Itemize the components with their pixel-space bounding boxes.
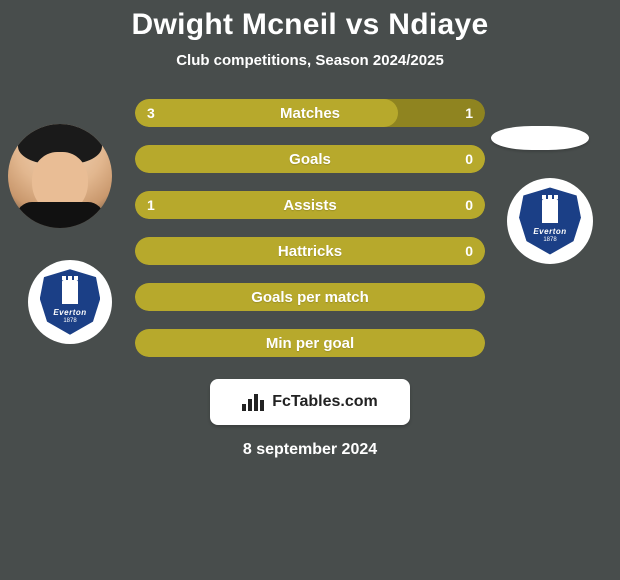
page-title: Dwight Mcneil vs Ndiaye	[0, 8, 620, 42]
stat-value-right: 0	[453, 191, 485, 219]
attribution-text: FcTables.com	[272, 393, 378, 411]
stat-bar: Assists1 0	[135, 191, 485, 219]
club-crest-left: Everton1878	[28, 260, 112, 344]
date-label: 8 september 2024	[0, 441, 620, 459]
stat-bar: Goals per match	[135, 283, 485, 311]
stat-bar: Matches3 1	[135, 99, 485, 127]
stat-value-left: 3	[135, 99, 167, 127]
subtitle: Club competitions, Season 2024/2025	[0, 52, 620, 69]
club-crest-right: Everton1878	[507, 178, 593, 264]
stat-bars: Matches31Goals0Assists10Hattricks0Goals …	[135, 99, 485, 357]
comparison-card: Dwight Mcneil vs Ndiaye Club competition…	[0, 0, 620, 580]
stat-value-right: 0	[453, 145, 485, 173]
stat-bar: Hattricks0	[135, 237, 485, 265]
stat-label: Goals	[135, 145, 485, 173]
stat-value-left: 1	[135, 191, 167, 219]
stat-label: Min per goal	[135, 329, 485, 357]
fctables-icon	[242, 394, 264, 411]
stat-value-right: 0	[453, 237, 485, 265]
attribution-badge: FcTables.com	[210, 379, 410, 425]
stat-bar: Goals0	[135, 145, 485, 173]
placeholder-ellipse	[491, 126, 589, 150]
stat-bar: Min per goal	[135, 329, 485, 357]
stat-value-right: 1	[453, 99, 485, 127]
stat-label: Matches	[135, 99, 485, 127]
stat-label: Hattricks	[135, 237, 485, 265]
stat-label: Goals per match	[135, 283, 485, 311]
player-avatar	[8, 124, 112, 228]
stat-label: Assists	[135, 191, 485, 219]
